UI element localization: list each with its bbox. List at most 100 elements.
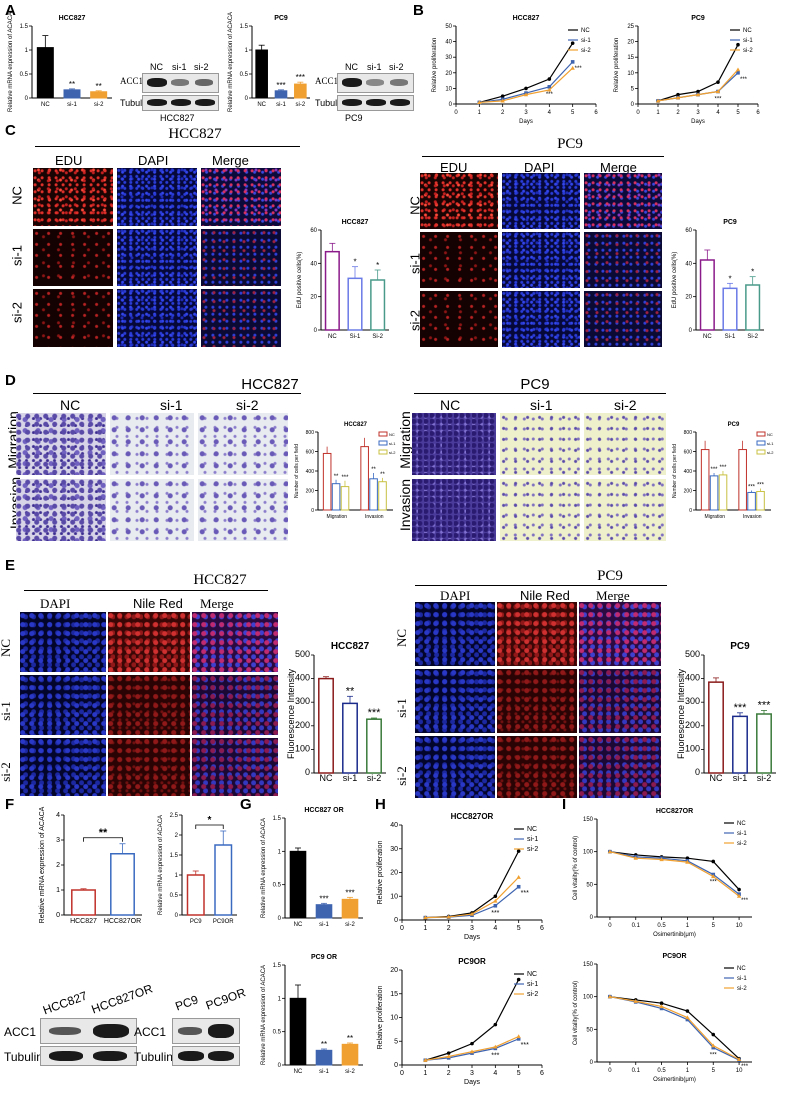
y-tick-label: 0.5 — [273, 883, 282, 889]
bar — [214, 844, 233, 916]
legend-label: si-2 — [737, 841, 747, 847]
bar — [745, 284, 761, 331]
significance-mark: *** — [710, 1053, 718, 1059]
chart-title: HCC827OR — [451, 812, 494, 821]
significance-mark: ** — [380, 472, 385, 478]
y-axis-label: Relative mRNA expression of ACACA — [228, 12, 234, 112]
bar — [709, 475, 719, 511]
legend-label: si-1 — [767, 441, 774, 446]
y-tick-label: 40 — [390, 822, 398, 829]
data-point — [736, 893, 742, 898]
blot-row-label: ACC1 — [315, 76, 339, 86]
chart-title: PC9 OR — [311, 954, 337, 961]
divider — [414, 393, 666, 394]
transwell-image — [198, 413, 288, 475]
bar — [347, 277, 363, 331]
c-col-label: DAPI — [524, 160, 555, 175]
bar — [718, 474, 728, 511]
data-point — [633, 999, 638, 1003]
y-tick-label: 50 — [445, 24, 452, 30]
blot-strip — [142, 73, 219, 93]
y-tick-label: 1.5 — [240, 24, 249, 30]
y-axis-label: Relative mRNA expression of ACACA — [158, 815, 164, 915]
y-tick-label: 1 — [245, 48, 249, 54]
x-tick-label: si-1 — [319, 1069, 329, 1075]
chart-h1: 0 10 20 30 40 Relative proliferation HCC827OR 0… — [377, 812, 544, 941]
merge-image-si1 — [579, 669, 661, 733]
y-tick-label: 0 — [689, 508, 692, 514]
significance-mark: *** — [719, 465, 727, 471]
x-tick-label: 1 — [656, 110, 660, 116]
significance-mark: *** — [757, 483, 765, 489]
dapi-image-si1 — [20, 675, 106, 735]
chart-a1: 0 0.5 1 1.5 Relative mRNA expression of ACAC… — [8, 12, 112, 112]
blot-lane: si-1 — [367, 62, 382, 72]
transwell-image — [16, 479, 106, 541]
edu-image-si2 — [33, 289, 113, 347]
chart-title: HCC827 — [344, 422, 368, 428]
data-point — [711, 859, 716, 864]
blot-lane: si-2 — [194, 62, 209, 72]
legend-swatch — [756, 440, 766, 446]
series-line — [479, 61, 574, 104]
y-tick-label: 10 — [445, 86, 452, 92]
panel-label-f: F — [5, 796, 15, 813]
chart-d2: 0 200 400 600 800 Number of cells per field PC… — [672, 422, 774, 520]
data-point — [547, 87, 552, 92]
significance-mark: * — [376, 261, 379, 270]
x-tick-label: NC — [41, 102, 50, 108]
transwell-image — [500, 413, 580, 475]
chart-title: PC9OR — [458, 957, 486, 966]
y-axis-label: Cell vitality(% of control) — [573, 981, 579, 1045]
bar — [370, 279, 386, 331]
y-tick-label: 10 — [390, 1015, 398, 1022]
series-line — [609, 851, 740, 897]
data-point — [493, 1022, 498, 1027]
y-tick-label: 2 — [56, 862, 60, 869]
bar — [747, 491, 756, 511]
d-col-label: NC — [60, 397, 81, 413]
chart-g1: 0 0.5 1 1.5 Relative mRNA expression of ACAC… — [261, 807, 363, 928]
legend-swatch — [378, 440, 388, 446]
blot-lane: HCC827 — [40, 988, 90, 1018]
d-col-label: si-1 — [530, 397, 553, 413]
bar — [289, 997, 307, 1066]
bar — [331, 483, 341, 511]
blot-lane: si-1 — [172, 62, 187, 72]
significance-mark: *** — [741, 1064, 749, 1070]
significance-mark: ** — [334, 474, 339, 480]
e-row-label: NC — [394, 628, 409, 648]
y-tick-label: 0 — [394, 1062, 398, 1069]
chart-title: HCC827 — [59, 15, 86, 22]
y-axis-label: Relative mRNA expression of ACACA — [8, 12, 14, 112]
significance-mark: *** — [491, 1052, 499, 1059]
significance-mark: *** — [276, 81, 285, 90]
data-point — [547, 85, 552, 89]
data-point — [659, 1004, 664, 1009]
blot-row-label: ACC1 — [134, 1025, 167, 1039]
legend-label: NC — [737, 821, 746, 827]
x-tick-label: 5 — [517, 925, 521, 932]
y-tick-label: 5 — [631, 86, 635, 92]
panel-label-c: C — [5, 122, 16, 139]
x-tick-label: Si-2 — [372, 334, 383, 340]
y-axis-label: Relative mRNA expression of ACACA — [261, 818, 267, 918]
dapi-image-nc — [117, 168, 197, 226]
chart-title: HCC827 — [513, 15, 540, 22]
x-tick-label: Migration — [704, 514, 725, 520]
legend-label: si-1 — [389, 441, 396, 446]
data-point — [685, 1015, 690, 1020]
significance-mark: *** — [710, 880, 718, 886]
series-line — [425, 850, 520, 919]
data-point — [633, 856, 638, 860]
significance-mark: ** — [96, 82, 102, 91]
y-tick-label: 200 — [685, 720, 700, 730]
dapi-image-si2 — [117, 289, 197, 347]
y-tick-label: 20 — [310, 295, 317, 301]
y-tick-label: 60 — [685, 228, 692, 234]
data-point — [570, 65, 575, 70]
e-col-label: DAPI — [40, 596, 71, 611]
legend-label: NC — [743, 28, 752, 34]
y-tick-label: 0 — [278, 1063, 282, 1069]
